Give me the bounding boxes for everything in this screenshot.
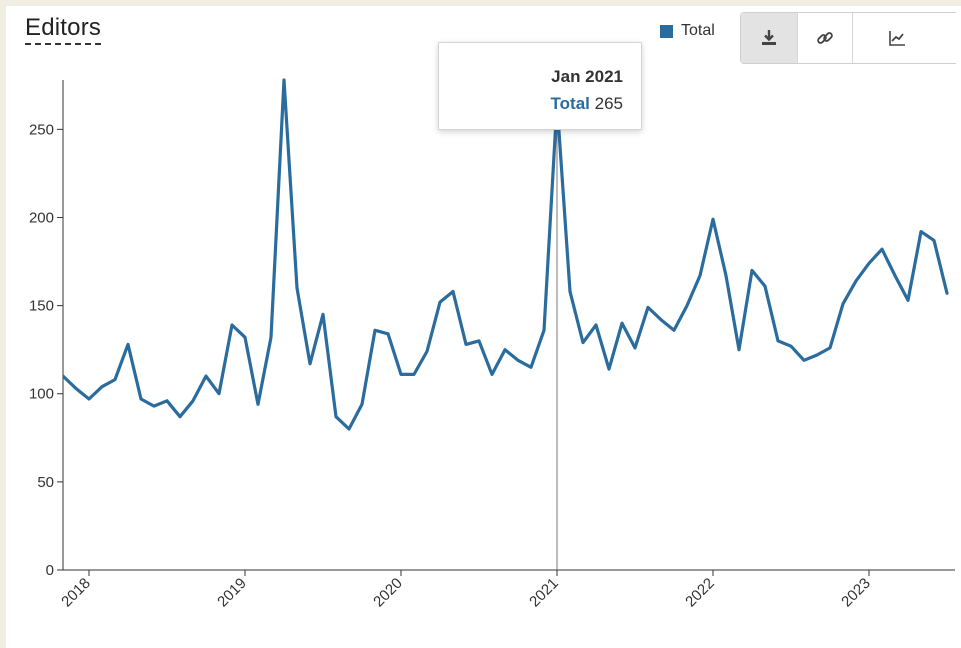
- x-tick-label: 2022: [682, 575, 718, 611]
- tooltip-date: Jan 2021: [551, 67, 623, 86]
- tooltip-series: Total: [550, 94, 590, 113]
- chart-marks: [63, 70, 949, 570]
- y-tick-label: 200: [29, 209, 54, 226]
- legend-swatch: [660, 24, 673, 38]
- x-tick-label: 2021: [526, 575, 562, 611]
- y-tick-label: 150: [29, 298, 54, 315]
- link-icon: [817, 32, 833, 44]
- download-icon: [762, 30, 776, 45]
- y-tick-label: 50: [37, 474, 54, 491]
- y-tick-label: 0: [46, 562, 54, 579]
- series-line-total[interactable]: [63, 78, 949, 431]
- x-tick-label: 2020: [370, 575, 406, 611]
- tooltip-value: 265: [594, 94, 623, 113]
- legend-label[interactable]: Total: [681, 22, 715, 39]
- x-tick-label: 2018: [58, 575, 94, 611]
- chart-tooltip: Jan 2021 Total 265: [438, 42, 642, 130]
- chart-axes: 0 50 100 150 200 250 2018 2019 2020 2021 2022 2023: [29, 80, 955, 610]
- chart-type-button[interactable]: [853, 13, 941, 63]
- x-tick-label: 2023: [838, 575, 874, 611]
- line-chart-icon: [889, 31, 905, 46]
- legend[interactable]: Total: [660, 22, 715, 40]
- tooltip-value-row: Total 265: [439, 90, 623, 117]
- chart-toolbar: [740, 12, 956, 64]
- y-tick-label: 100: [29, 386, 54, 403]
- download-button[interactable]: [741, 13, 798, 63]
- y-tick-label: 250: [29, 121, 54, 138]
- x-tick-label: 2019: [214, 575, 250, 611]
- link-button[interactable]: [798, 13, 853, 63]
- chart-title[interactable]: Editors: [25, 14, 102, 45]
